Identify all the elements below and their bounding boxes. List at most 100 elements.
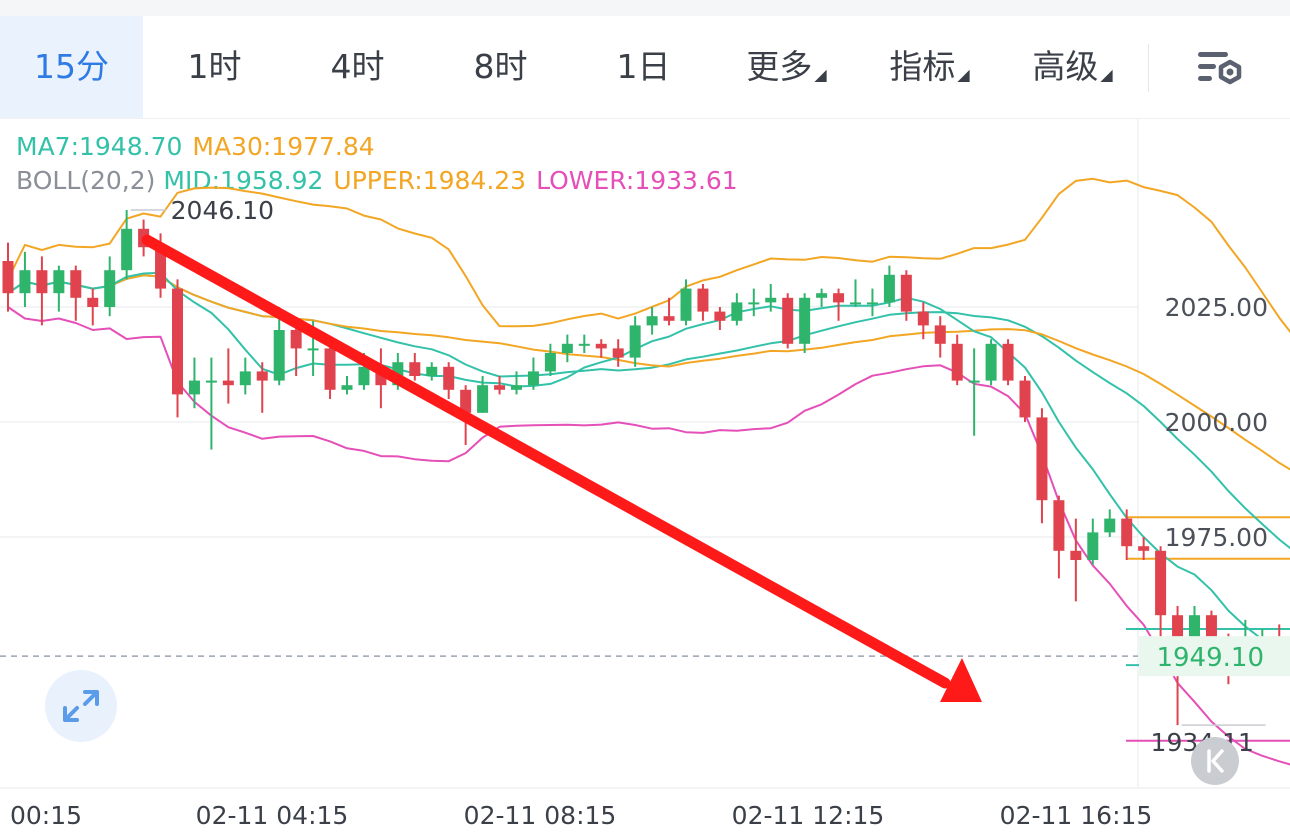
candle-body — [172, 288, 183, 395]
candle-body — [1019, 380, 1031, 418]
candle — [799, 293, 811, 353]
chart-grid — [0, 118, 1290, 789]
candle-body — [917, 311, 929, 326]
expand-arrows-icon — [63, 690, 99, 722]
candle — [714, 307, 726, 330]
candle-body — [426, 366, 438, 376]
candle-body — [561, 343, 573, 353]
x-tick-label: 02-11 08:15 — [464, 801, 617, 830]
candle — [680, 279, 692, 326]
candle — [1019, 376, 1031, 422]
tab-indicators[interactable]: 指标 ◢ — [889, 47, 970, 86]
expand-chart-button[interactable] — [45, 670, 117, 742]
candle-body — [1002, 343, 1014, 381]
candle — [816, 288, 828, 307]
candle — [968, 348, 980, 436]
high-price-label: 2046.10 — [171, 196, 274, 225]
candle-body — [477, 385, 489, 413]
candle-body — [1155, 550, 1167, 616]
boll-upper-line — [7, 177, 1290, 519]
boll-lower-line — [7, 306, 1290, 766]
ma-indicator-line: MA7:1948.70 MA30:1977.84 — [16, 132, 385, 161]
chart-settings-button[interactable] — [1176, 42, 1260, 96]
candle — [1002, 339, 1014, 386]
candle-body — [951, 343, 963, 381]
candle-body — [341, 385, 353, 390]
candle — [36, 256, 48, 326]
candle-body — [697, 288, 709, 312]
ma7-value: MA7:1948.70 — [16, 132, 183, 161]
candles-layer — [2, 209, 1285, 726]
candle-body — [629, 325, 641, 358]
candle — [188, 357, 200, 409]
boll-label: BOLL(20,2) — [16, 166, 156, 195]
chart-settings-icon — [1198, 52, 1242, 85]
y-tick-label: 2000.00 — [1165, 408, 1268, 437]
candle-body — [19, 270, 31, 294]
candle — [19, 251, 31, 307]
candle-body — [1189, 615, 1200, 643]
candle-body — [900, 274, 912, 312]
candle — [663, 297, 675, 326]
x-tick-label: 00:15 — [10, 801, 82, 830]
current-price-label: 1949.10 — [1156, 643, 1264, 673]
candle-body — [1053, 500, 1065, 551]
candle — [561, 334, 573, 363]
dropdown-triangle-icon: ◢ — [814, 65, 827, 84]
candle — [595, 339, 607, 358]
collapse-chart-button[interactable] — [1191, 737, 1239, 785]
candle — [53, 265, 65, 312]
candle — [172, 279, 183, 418]
candle — [104, 256, 116, 317]
candle — [2, 242, 14, 312]
candle — [629, 316, 641, 367]
candle-body — [527, 371, 539, 386]
candle — [273, 307, 285, 386]
candle — [934, 316, 946, 358]
tab-1d[interactable]: 1日 — [616, 47, 671, 86]
boll-lower-value: LOWER:1933.61 — [536, 166, 738, 195]
candle — [494, 376, 506, 395]
candle-body — [358, 366, 370, 386]
candle-body — [883, 274, 895, 303]
tab-8h[interactable]: 8时 — [473, 47, 528, 86]
candle-body — [307, 348, 319, 351]
dropdown-triangle-icon: ◢ — [1100, 65, 1113, 84]
candle — [511, 371, 522, 395]
candle — [477, 376, 489, 413]
candle-body — [612, 348, 624, 358]
candle — [70, 265, 82, 321]
candle-body — [121, 228, 133, 271]
tab-15m[interactable]: 15分 — [0, 16, 143, 118]
tab-1h[interactable]: 1时 — [187, 47, 242, 86]
candle — [1138, 537, 1150, 560]
candle — [646, 307, 658, 335]
candle-body — [985, 343, 997, 381]
candle-body — [782, 297, 794, 344]
tab-divider — [1148, 44, 1149, 92]
boll-mid-line — [7, 274, 1290, 630]
candle-body — [70, 270, 82, 298]
trend-arrow-head — [940, 658, 982, 702]
candle — [765, 284, 777, 312]
candle — [1053, 495, 1065, 579]
candle-body — [205, 380, 217, 383]
tab-advanced[interactable]: 高级 ◢ — [1032, 47, 1113, 86]
current-price-tag — [1139, 636, 1290, 677]
tab-4h[interactable]: 4时 — [330, 47, 385, 86]
tab-more[interactable]: 更多 ◢ — [746, 47, 827, 86]
candle-body — [87, 297, 99, 307]
ma30-line — [7, 274, 1290, 560]
candle-body — [714, 311, 726, 321]
candle-body — [731, 302, 743, 321]
candle — [697, 284, 709, 321]
candle — [883, 265, 895, 307]
boll-upper-value: UPPER:1984.23 — [333, 166, 527, 195]
candle — [443, 362, 455, 399]
candle — [121, 209, 133, 280]
candle — [527, 357, 539, 390]
candle — [1036, 408, 1048, 524]
candle-body — [833, 293, 845, 303]
ma7-line — [7, 271, 1290, 667]
